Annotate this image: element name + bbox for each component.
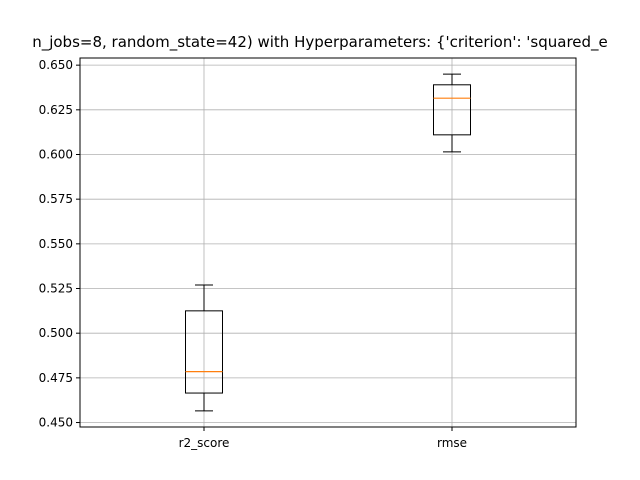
x-axis-ticks: r2_score rmse <box>179 427 467 450</box>
y-tick-label: 0.550 <box>39 237 73 251</box>
y-axis-ticks: 0.450 0.475 0.500 0.525 0.550 0.575 0.600 0.625… <box>39 58 80 430</box>
y-tick-label: 0.475 <box>39 371 73 385</box>
box-r2_score <box>185 284 223 412</box>
x-tick-label: rmse <box>437 436 467 450</box>
y-tick-label: 0.525 <box>39 282 73 296</box>
y-tick-label: 0.625 <box>39 103 73 117</box>
box-rmse <box>433 73 471 153</box>
y-tick-label: 0.450 <box>39 416 73 430</box>
iqr-box <box>433 84 471 136</box>
y-tick-label: 0.600 <box>39 147 73 161</box>
plot-area-frame <box>79 57 577 428</box>
x-tick-label: r2_score <box>179 436 230 450</box>
y-tick-label: 0.575 <box>39 192 73 206</box>
grid-lines <box>80 58 576 427</box>
iqr-box <box>185 310 223 394</box>
chart-title: n_jobs=8, random_state=42) with Hyperpar… <box>32 33 608 52</box>
y-tick-label: 0.650 <box>39 58 73 72</box>
y-tick-label: 0.500 <box>39 326 73 340</box>
boxes <box>185 73 471 412</box>
